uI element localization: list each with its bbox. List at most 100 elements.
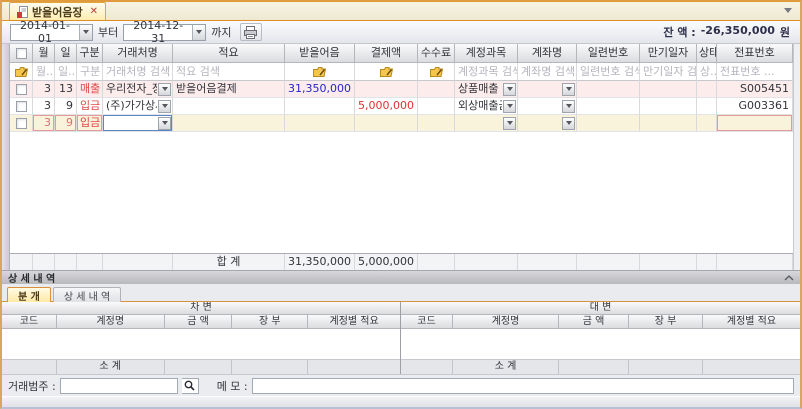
col-header-account[interactable]: 계정과목 bbox=[455, 44, 518, 63]
memo-input[interactable] bbox=[251, 377, 794, 394]
cell-voucher[interactable]: S005451 bbox=[717, 81, 793, 98]
cell-status[interactable] bbox=[697, 98, 717, 115]
vertical-scrollbar[interactable] bbox=[793, 44, 800, 270]
tab-journal[interactable]: 분 개 bbox=[7, 287, 51, 303]
filter-voucher[interactable]: 전표번호 ... bbox=[717, 63, 793, 81]
filter-receivable-icon[interactable] bbox=[285, 63, 355, 81]
filter-desc[interactable]: 적요 검색 bbox=[173, 63, 285, 81]
tab-notes-receivable-ledger[interactable]: 받을어음장 ✕ bbox=[9, 2, 106, 20]
cell-customer[interactable]: (주)가가상사 bbox=[103, 98, 173, 115]
cell-day[interactable]: 9 bbox=[55, 115, 77, 132]
filter-edit-icon[interactable] bbox=[10, 63, 33, 81]
category-search-button[interactable] bbox=[181, 377, 199, 394]
filter-fee-icon[interactable] bbox=[418, 63, 455, 81]
cell-fee[interactable] bbox=[418, 98, 455, 115]
cell-account[interactable] bbox=[455, 115, 518, 132]
filter-payment-icon[interactable] bbox=[355, 63, 418, 81]
cell-account[interactable]: 상품매출 bbox=[455, 81, 518, 98]
cell-customer-editing[interactable] bbox=[103, 115, 173, 132]
account-name-caret-icon[interactable] bbox=[562, 99, 575, 113]
select-all-checkbox[interactable] bbox=[10, 44, 33, 63]
close-icon[interactable]: ✕ bbox=[89, 6, 98, 17]
col-header-day[interactable]: 일 bbox=[55, 44, 77, 63]
filter-status[interactable]: 상... bbox=[697, 63, 717, 81]
filter-serial[interactable]: 일련번호 검색 bbox=[577, 63, 640, 81]
cell-account-name[interactable] bbox=[518, 98, 577, 115]
cell-customer[interactable]: 우리전자_장... bbox=[103, 81, 173, 98]
row-checkbox[interactable] bbox=[10, 115, 33, 132]
print-button[interactable] bbox=[239, 23, 262, 41]
cell-maturity[interactable] bbox=[640, 81, 697, 98]
account-caret-icon[interactable] bbox=[503, 82, 516, 96]
cell-receivable[interactable]: 31,350,000 bbox=[285, 81, 355, 98]
col-header-payment[interactable]: 결제액 bbox=[355, 44, 418, 63]
table-row-new-entry[interactable]: 3 9 입금 bbox=[10, 115, 793, 132]
cell-maturity[interactable] bbox=[640, 98, 697, 115]
table-row[interactable]: 3 13 매출 우리전자_장... 받을어음결제 31,350,000 상품매출… bbox=[10, 81, 793, 98]
credit-col-desc[interactable]: 계정별 적요 bbox=[703, 315, 800, 329]
cell-voucher[interactable]: G003361 bbox=[717, 98, 793, 115]
col-header-customer[interactable]: 거래처명 bbox=[103, 44, 173, 63]
col-header-maturity[interactable]: 만기일자 bbox=[640, 44, 697, 63]
credit-col-amount[interactable]: 금 액 bbox=[559, 315, 629, 329]
col-header-type[interactable]: 구분 bbox=[77, 44, 103, 63]
filter-type[interactable]: 구분 검색 bbox=[77, 63, 103, 81]
filter-customer[interactable]: 거래처명 검색 bbox=[103, 63, 173, 81]
customer-caret-icon[interactable] bbox=[158, 82, 171, 96]
cell-type[interactable]: 입금 bbox=[77, 98, 103, 115]
col-header-voucher[interactable]: 전표번호 bbox=[717, 44, 793, 63]
col-header-account-name[interactable]: 계좌명 bbox=[518, 44, 577, 63]
cell-status[interactable] bbox=[697, 115, 717, 132]
cell-account-name[interactable] bbox=[518, 115, 577, 132]
account-name-caret-icon[interactable] bbox=[562, 116, 575, 130]
filter-account-name[interactable]: 계좌명 검색 bbox=[518, 63, 577, 81]
cell-serial[interactable] bbox=[577, 115, 640, 132]
cell-serial[interactable] bbox=[577, 81, 640, 98]
tab-list-caret-icon[interactable] bbox=[784, 8, 792, 13]
cell-account-name[interactable] bbox=[518, 81, 577, 98]
customer-caret-icon[interactable] bbox=[158, 116, 171, 130]
cell-day[interactable]: 13 bbox=[55, 81, 77, 98]
customer-caret-icon[interactable] bbox=[158, 99, 171, 113]
debit-col-book[interactable]: 장 부 bbox=[232, 315, 309, 329]
credit-col-code[interactable]: 코드 bbox=[401, 315, 453, 329]
col-header-desc[interactable]: 적요 bbox=[173, 44, 285, 63]
table-row[interactable]: 3 9 입금 (주)가가상사 5,000,000 외상매출금 G003361 bbox=[10, 98, 793, 115]
cell-fee[interactable] bbox=[418, 81, 455, 98]
filter-day[interactable]: 일.. bbox=[55, 63, 77, 81]
cell-type[interactable]: 매출 bbox=[77, 81, 103, 98]
cell-desc[interactable] bbox=[173, 115, 285, 132]
cell-account[interactable]: 외상매출금 bbox=[455, 98, 518, 115]
col-header-serial[interactable]: 일련번호 bbox=[577, 44, 640, 63]
account-caret-icon[interactable] bbox=[503, 116, 516, 130]
cell-receivable[interactable] bbox=[285, 98, 355, 115]
date-to-value[interactable]: 2014-12-31 bbox=[133, 19, 184, 45]
tab-detail-history[interactable]: 상 세 내 역 bbox=[52, 287, 122, 303]
debit-col-desc[interactable]: 계정별 적요 bbox=[308, 315, 400, 329]
filter-maturity[interactable]: 만기일자 검색 bbox=[640, 63, 697, 81]
debit-col-account[interactable]: 계정명 bbox=[56, 315, 165, 329]
col-header-status[interactable]: 상태 bbox=[697, 44, 717, 63]
cell-payment[interactable]: 5,000,000 bbox=[355, 98, 418, 115]
account-caret-icon[interactable] bbox=[503, 99, 516, 113]
date-from-picker[interactable]: 2014-01-01 bbox=[10, 19, 93, 45]
col-header-fee[interactable]: 수수료 bbox=[418, 44, 455, 63]
cell-serial[interactable] bbox=[577, 98, 640, 115]
cell-status[interactable] bbox=[697, 81, 717, 98]
filter-account[interactable]: 계정과목 검색 bbox=[455, 63, 518, 81]
category-input[interactable] bbox=[59, 377, 178, 394]
cell-receivable[interactable] bbox=[285, 115, 355, 132]
date-from-caret-icon[interactable] bbox=[79, 24, 92, 40]
credit-col-account[interactable]: 계정명 bbox=[453, 315, 559, 329]
date-from-value[interactable]: 2014-01-01 bbox=[20, 19, 70, 45]
cell-desc[interactable] bbox=[173, 98, 285, 115]
cell-payment[interactable] bbox=[355, 115, 418, 132]
row-checkbox[interactable] bbox=[10, 81, 33, 98]
cell-type[interactable]: 입금 bbox=[77, 115, 103, 132]
credit-col-book[interactable]: 장 부 bbox=[629, 315, 703, 329]
cell-payment[interactable] bbox=[355, 81, 418, 98]
row-checkbox[interactable] bbox=[10, 98, 33, 115]
debit-col-amount[interactable]: 금 액 bbox=[164, 315, 233, 329]
cell-maturity[interactable] bbox=[640, 115, 697, 132]
cell-month[interactable]: 3 bbox=[33, 81, 55, 98]
